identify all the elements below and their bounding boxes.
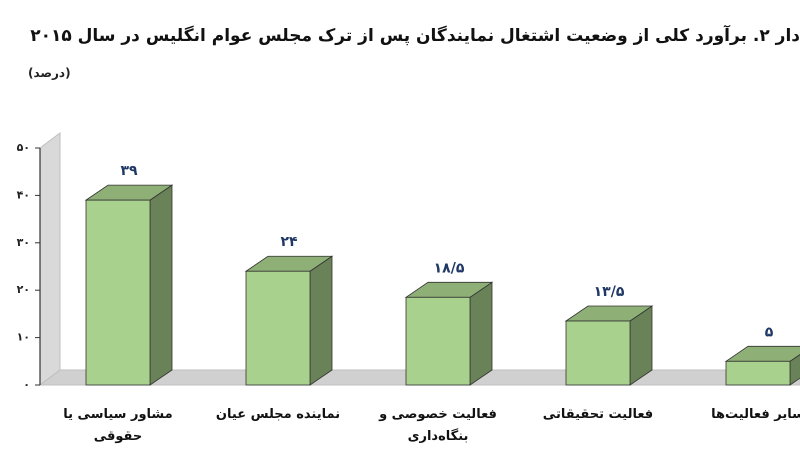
x-tick-label: فعالیت خصوصی و بنگاه‌داری [379, 407, 497, 444]
bar-front [405, 296, 471, 386]
value-label: ۲۴ [280, 234, 298, 250]
bar [564, 305, 654, 386]
value-label: ۵ [765, 324, 774, 340]
x-tick-label: فعالیت تحقیقاتی [542, 407, 654, 422]
bar-front [245, 270, 311, 386]
x-tick-label: مشاور سیاسی یا حقوقی [63, 407, 173, 444]
bar-front [85, 199, 151, 386]
y-tick-label: ۱۰ [17, 331, 30, 344]
y-tick-label: ۳۰ [17, 236, 30, 249]
chart-title: دار ۲. برآورد کلی از وضعیت اشتغال نمایند… [30, 26, 800, 46]
bar-side [149, 184, 173, 386]
x-tick-label: نماینده مجلس عیان [215, 407, 341, 422]
bar-side [309, 255, 333, 386]
y-tick-label: ۲۰ [17, 283, 30, 296]
bar-side [469, 281, 493, 386]
bar [404, 281, 494, 386]
bar-front [565, 320, 631, 386]
bar-top [724, 345, 800, 362]
value-label: ۳۹ [120, 163, 138, 179]
side-wall [39, 132, 61, 386]
y-tick-label: ۰ [23, 378, 30, 391]
x-tick-label: سایر فعالیت‌ها [711, 407, 800, 422]
bar-front [725, 360, 791, 386]
y-tick-label: ۵۰ [17, 141, 30, 154]
value-label: ۱۳/۵ [594, 284, 625, 300]
bar [724, 345, 800, 386]
bar [244, 255, 334, 386]
value-label: ۱۸/۵ [434, 260, 465, 276]
bar [84, 184, 174, 386]
y-tick-label: ۴۰ [17, 188, 30, 201]
unit-label: (درصد) [28, 66, 71, 80]
